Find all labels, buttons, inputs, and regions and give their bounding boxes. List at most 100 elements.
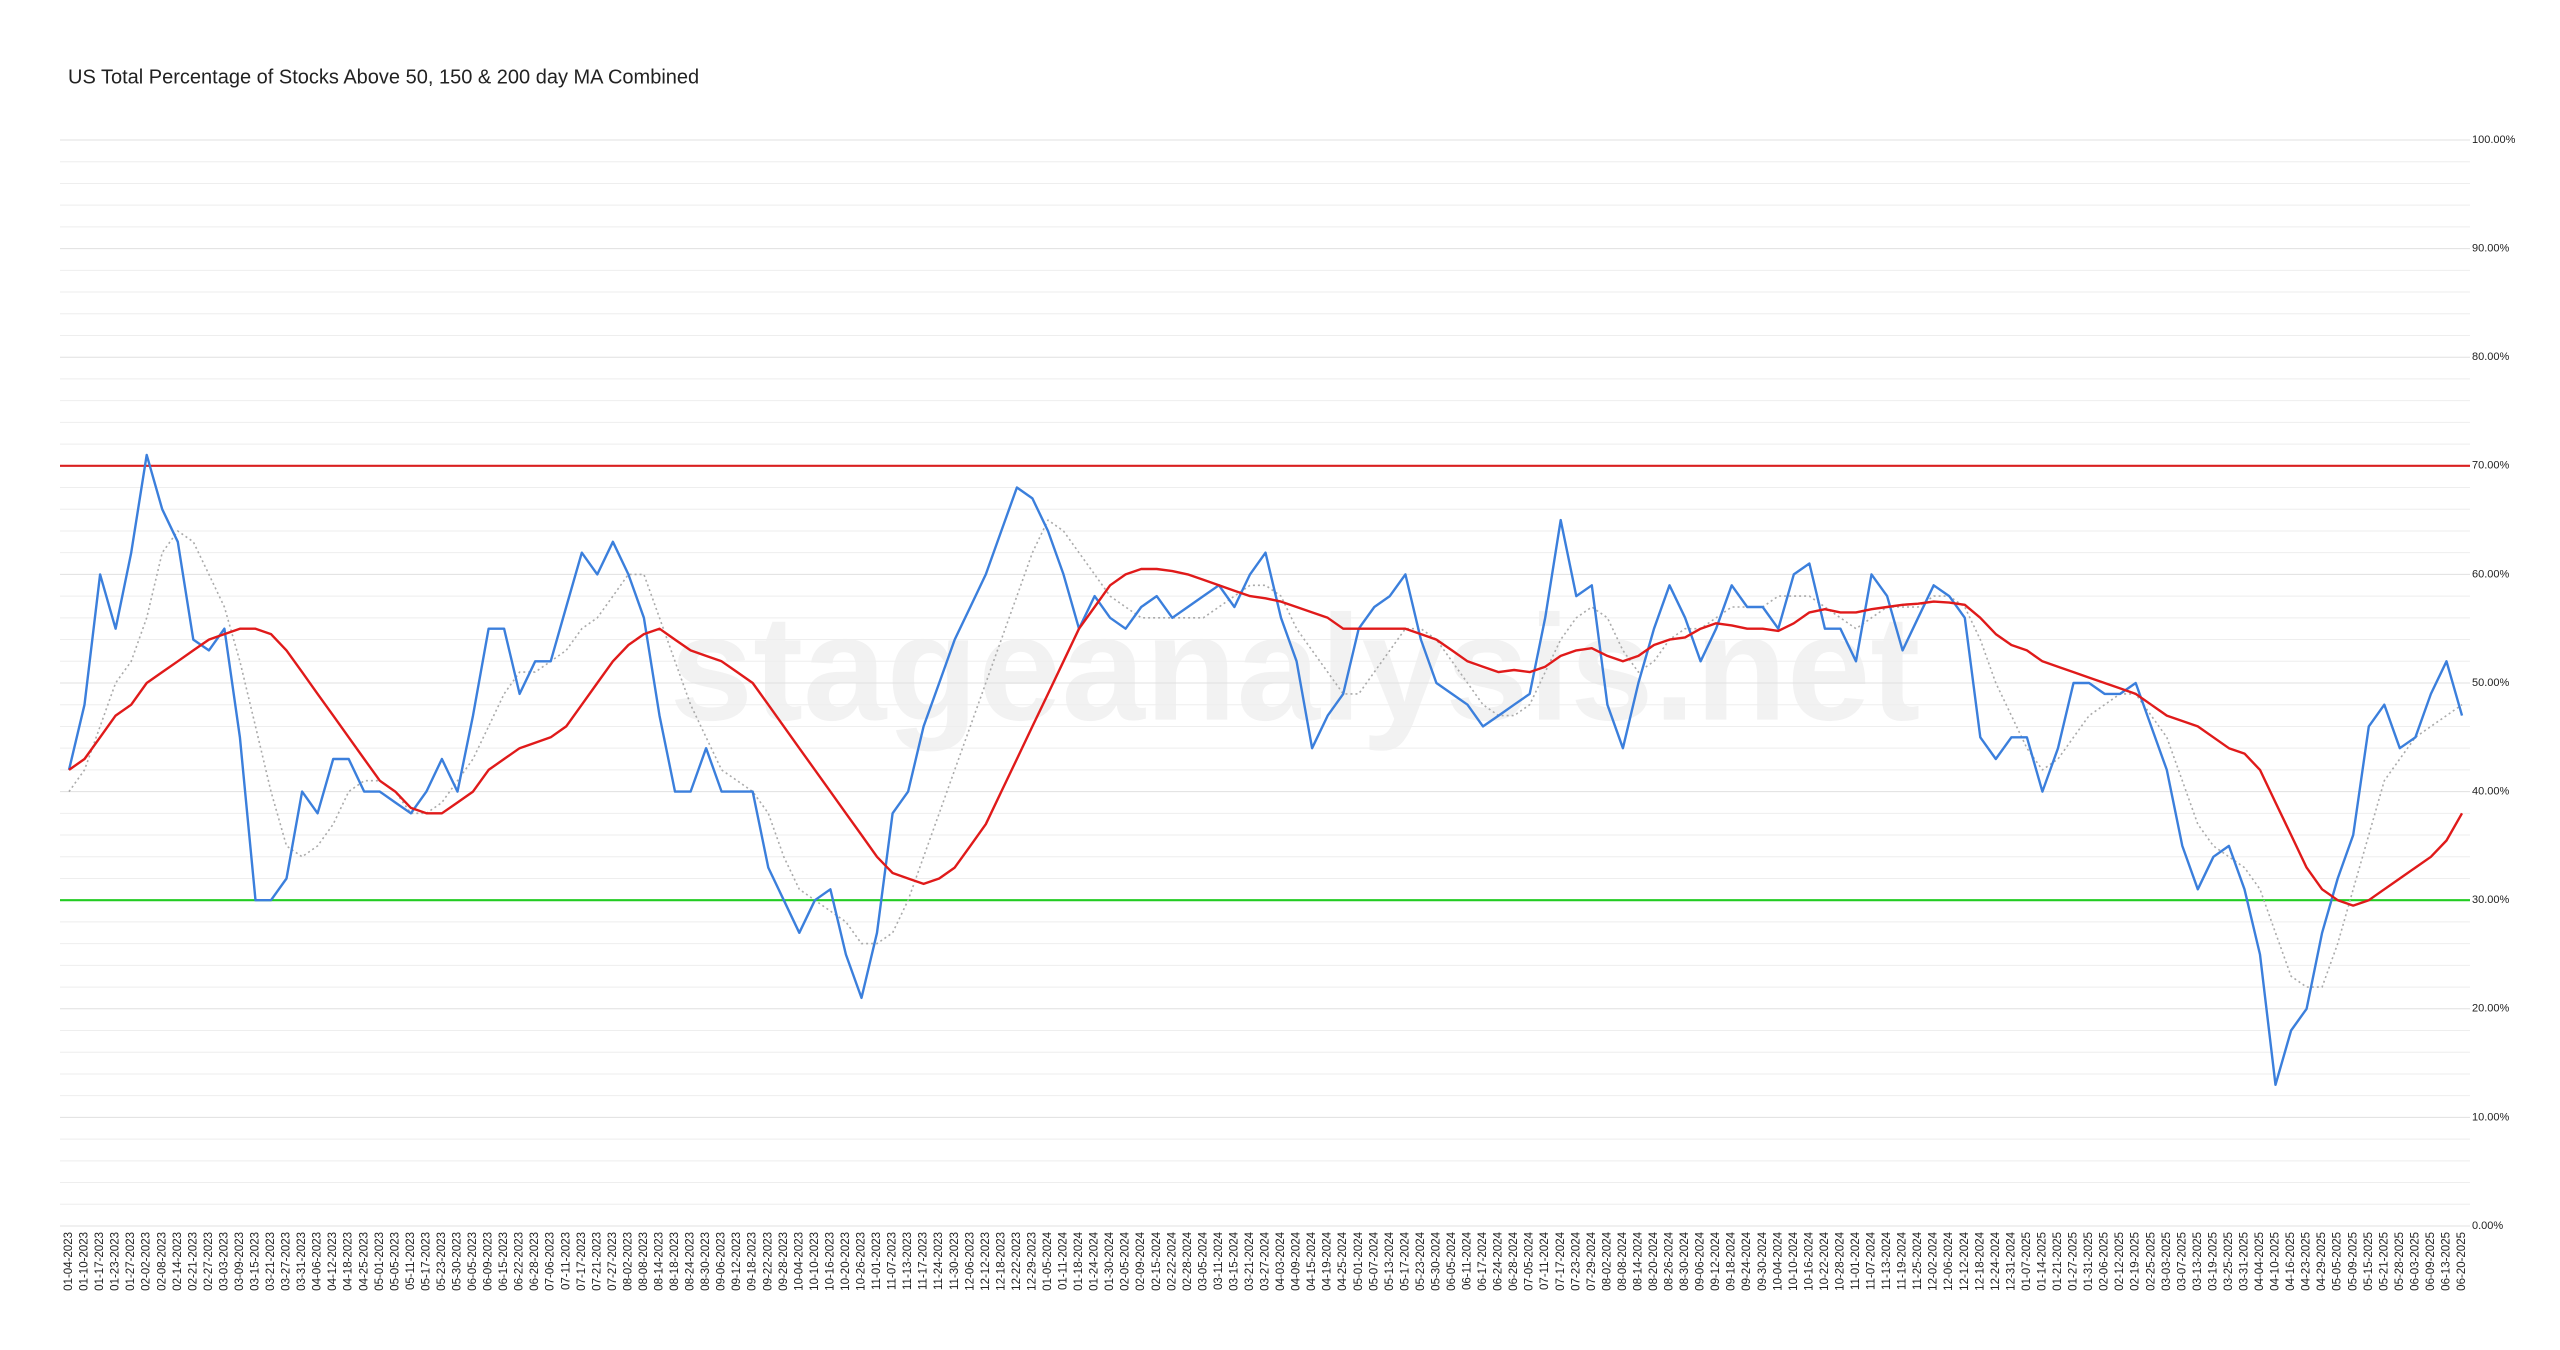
- x-tick-label: 10-22-2024: [1819, 1231, 1831, 1290]
- x-tick-label: 11-13-2024: [1881, 1231, 1893, 1290]
- x-tick-label: 10-26-2023: [856, 1232, 868, 1291]
- y-tick-label: 50.00%: [2472, 677, 2510, 689]
- x-tick-label: 06-09-2023: [483, 1232, 495, 1291]
- x-tick-label: 08-08-2024: [1617, 1231, 1629, 1290]
- x-tick-label: 03-31-2025: [2238, 1232, 2250, 1291]
- x-tick-label: 05-23-2023: [436, 1232, 448, 1291]
- x-tick-label: 01-23-2023: [110, 1232, 122, 1291]
- x-tick-label: 02-22-2024: [1166, 1231, 1178, 1290]
- x-tick-label: 05-28-2025: [2394, 1232, 2406, 1291]
- x-tick-label: 02-06-2025: [2099, 1232, 2111, 1291]
- x-tick-label: 04-09-2024: [1291, 1231, 1303, 1290]
- x-tick-label: 05-11-2023: [405, 1232, 417, 1290]
- x-tick-label: 10-04-2024: [1772, 1231, 1784, 1290]
- x-tick-label: 05-23-2024: [1415, 1231, 1427, 1290]
- x-tick-label: 03-15-2024: [1228, 1231, 1240, 1290]
- x-tick-label: 03-03-2025: [2161, 1232, 2173, 1291]
- x-tick-label: 09-12-2023: [731, 1232, 743, 1291]
- x-tick-label: 12-18-2024: [1974, 1231, 1986, 1290]
- x-tick-label: 08-18-2023: [669, 1232, 681, 1291]
- x-tick-label: 01-05-2024: [1042, 1231, 1054, 1290]
- x-tick-label: 06-20-2025: [2456, 1232, 2468, 1291]
- x-tick-label: 04-25-2023: [358, 1232, 370, 1291]
- x-tick-label: 02-12-2025: [2114, 1232, 2126, 1291]
- x-tick-label: 03-15-2023: [249, 1232, 261, 1291]
- x-tick-label: 09-12-2024: [1710, 1231, 1722, 1290]
- x-tick-label: 02-14-2023: [172, 1232, 184, 1291]
- x-tick-label: 09-24-2024: [1741, 1231, 1753, 1290]
- x-tick-label: 08-14-2023: [654, 1232, 666, 1291]
- x-tick-label: 12-06-2024: [1943, 1231, 1955, 1290]
- x-tick-label: 03-27-2024: [1260, 1231, 1272, 1290]
- x-tick-label: 08-20-2024: [1648, 1231, 1660, 1290]
- chart-title: US Total Percentage of Stocks Above 50, …: [68, 66, 699, 88]
- x-tick-label: 06-28-2024: [1508, 1231, 1520, 1290]
- x-tick-label: 04-10-2025: [2270, 1232, 2282, 1291]
- x-tick-label: 05-30-2024: [1430, 1231, 1442, 1290]
- x-tick-label: 10-10-2024: [1788, 1231, 1800, 1290]
- x-tick-label: 08-02-2023: [622, 1232, 634, 1291]
- x-tick-label: 04-25-2024: [1337, 1231, 1349, 1290]
- x-tick-label: 03-07-2025: [2176, 1232, 2188, 1291]
- x-tick-label: 04-03-2024: [1275, 1231, 1287, 1290]
- x-tick-label: 09-18-2024: [1726, 1231, 1738, 1290]
- x-tick-label: 09-30-2024: [1757, 1231, 1769, 1290]
- x-tick-label: 09-28-2023: [778, 1232, 790, 1291]
- x-tick-label: 02-08-2023: [156, 1232, 168, 1291]
- x-tick-label: 06-05-2023: [467, 1232, 479, 1291]
- x-tick-label: 02-21-2023: [187, 1232, 199, 1291]
- y-tick-label: 100.00%: [2472, 134, 2516, 146]
- x-tick-label: 07-23-2024: [1570, 1231, 1582, 1290]
- x-tick-label: 03-03-2023: [218, 1232, 230, 1291]
- x-tick-label: 09-18-2023: [747, 1232, 759, 1291]
- x-tick-label: 10-28-2024: [1834, 1231, 1846, 1290]
- y-tick-label: 80.00%: [2472, 351, 2510, 363]
- x-tick-label: 08-26-2024: [1664, 1231, 1676, 1290]
- x-tick-label: 11-07-2024: [1866, 1231, 1878, 1290]
- x-tick-label: 05-07-2024: [1368, 1231, 1380, 1290]
- y-tick-label: 60.00%: [2472, 568, 2510, 580]
- x-tick-label: 02-19-2025: [2130, 1232, 2142, 1291]
- x-tick-label: 12-24-2024: [1990, 1231, 2002, 1290]
- x-tick-label: 10-20-2023: [840, 1232, 852, 1291]
- x-tick-label: 07-17-2024: [1555, 1231, 1567, 1290]
- x-tick-label: 07-11-2024: [1539, 1231, 1551, 1290]
- x-tick-label: 11-17-2023: [918, 1232, 930, 1290]
- y-tick-label: 40.00%: [2472, 786, 2510, 798]
- x-tick-label: 04-04-2025: [2254, 1232, 2266, 1291]
- x-tick-label: 06-22-2023: [514, 1232, 526, 1291]
- x-tick-label: 10-16-2024: [1803, 1231, 1815, 1290]
- x-tick-label: 06-11-2024: [1462, 1231, 1474, 1290]
- x-tick-label: 11-25-2024: [1912, 1231, 1924, 1290]
- x-tick-label: 08-02-2024: [1601, 1231, 1613, 1290]
- x-tick-label: 03-25-2025: [2223, 1232, 2235, 1291]
- x-tick-label: 01-04-2023: [63, 1232, 75, 1291]
- x-tick-label: 12-31-2024: [2005, 1231, 2017, 1290]
- x-tick-label: 09-22-2023: [762, 1232, 774, 1291]
- x-tick-label: 01-24-2024: [1089, 1231, 1101, 1290]
- x-tick-label: 04-19-2024: [1322, 1231, 1334, 1290]
- x-tick-label: 02-28-2024: [1182, 1231, 1194, 1290]
- x-tick-label: 05-01-2024: [1353, 1231, 1365, 1290]
- x-tick-label: 03-05-2024: [1197, 1231, 1209, 1290]
- x-tick-label: 05-13-2024: [1384, 1231, 1396, 1290]
- x-tick-label: 07-06-2023: [545, 1232, 557, 1291]
- y-tick-label: 30.00%: [2472, 894, 2510, 906]
- x-tick-label: 01-31-2025: [2083, 1232, 2095, 1291]
- x-tick-label: 07-29-2024: [1586, 1231, 1598, 1290]
- x-tick-label: 12-06-2023: [964, 1232, 976, 1291]
- x-tick-label: 05-15-2025: [2363, 1232, 2375, 1291]
- x-tick-label: 02-09-2024: [1135, 1231, 1147, 1290]
- x-tick-label: 04-12-2023: [327, 1232, 339, 1291]
- x-tick-label: 01-30-2024: [1104, 1231, 1116, 1290]
- x-tick-label: 03-21-2024: [1244, 1231, 1256, 1290]
- x-tick-label: 05-05-2025: [2332, 1232, 2344, 1291]
- x-tick-label: 12-12-2023: [980, 1232, 992, 1291]
- x-tick-label: 11-07-2023: [887, 1232, 899, 1290]
- x-tick-label: 07-21-2023: [591, 1232, 603, 1291]
- y-tick-label: 0.00%: [2472, 1220, 2503, 1232]
- x-tick-label: 05-21-2025: [2378, 1232, 2390, 1291]
- x-tick-label: 08-08-2023: [638, 1232, 650, 1291]
- x-tick-label: 01-21-2025: [2052, 1232, 2064, 1291]
- x-tick-label: 09-06-2024: [1695, 1231, 1707, 1290]
